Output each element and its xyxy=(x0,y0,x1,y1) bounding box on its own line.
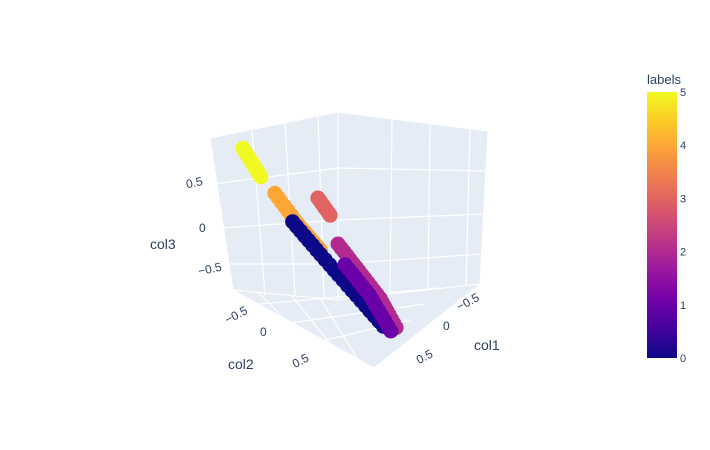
z-tick-0.5: 0.5 xyxy=(185,174,205,191)
x-tick-0.5: 0.5 xyxy=(414,347,436,367)
scatter-points xyxy=(235,140,404,339)
colorbar-tick-3: 3 xyxy=(680,193,686,205)
z-axis-title: col3 xyxy=(150,236,176,252)
y-tick-0.5: 0.5 xyxy=(290,351,312,371)
x-tick-0: 0 xyxy=(443,319,450,333)
colorbar-tick-0: 0 xyxy=(680,353,686,365)
colorbar-tick-2: 2 xyxy=(680,247,686,259)
y-tick-0: 0 xyxy=(260,325,267,339)
colorbar-title: labels xyxy=(647,72,681,87)
colorbar-tick-4: 4 xyxy=(680,140,686,152)
colorbar-gradient xyxy=(647,92,677,358)
colorbar-tick-1: 1 xyxy=(680,300,686,312)
point-label-5-14 xyxy=(253,169,269,185)
colorbar-tick-5: 5 xyxy=(680,87,686,99)
colorbar: labels 0 1 2 3 4 5 xyxy=(647,72,686,365)
y-axis-title: col2 xyxy=(228,356,254,372)
y-tick-neg-0.5: −0.5 xyxy=(222,303,250,327)
point-label-3-7 xyxy=(322,207,338,223)
point-label-1-14 xyxy=(383,323,399,339)
x-axis-title: col1 xyxy=(474,337,500,353)
colorbar-ticks: 0 1 2 3 4 5 xyxy=(680,87,686,365)
z-tick-neg-0.5: −0.5 xyxy=(197,260,223,279)
z-tick-0: 0 xyxy=(199,221,206,235)
scene-3d[interactable] xyxy=(209,111,489,369)
